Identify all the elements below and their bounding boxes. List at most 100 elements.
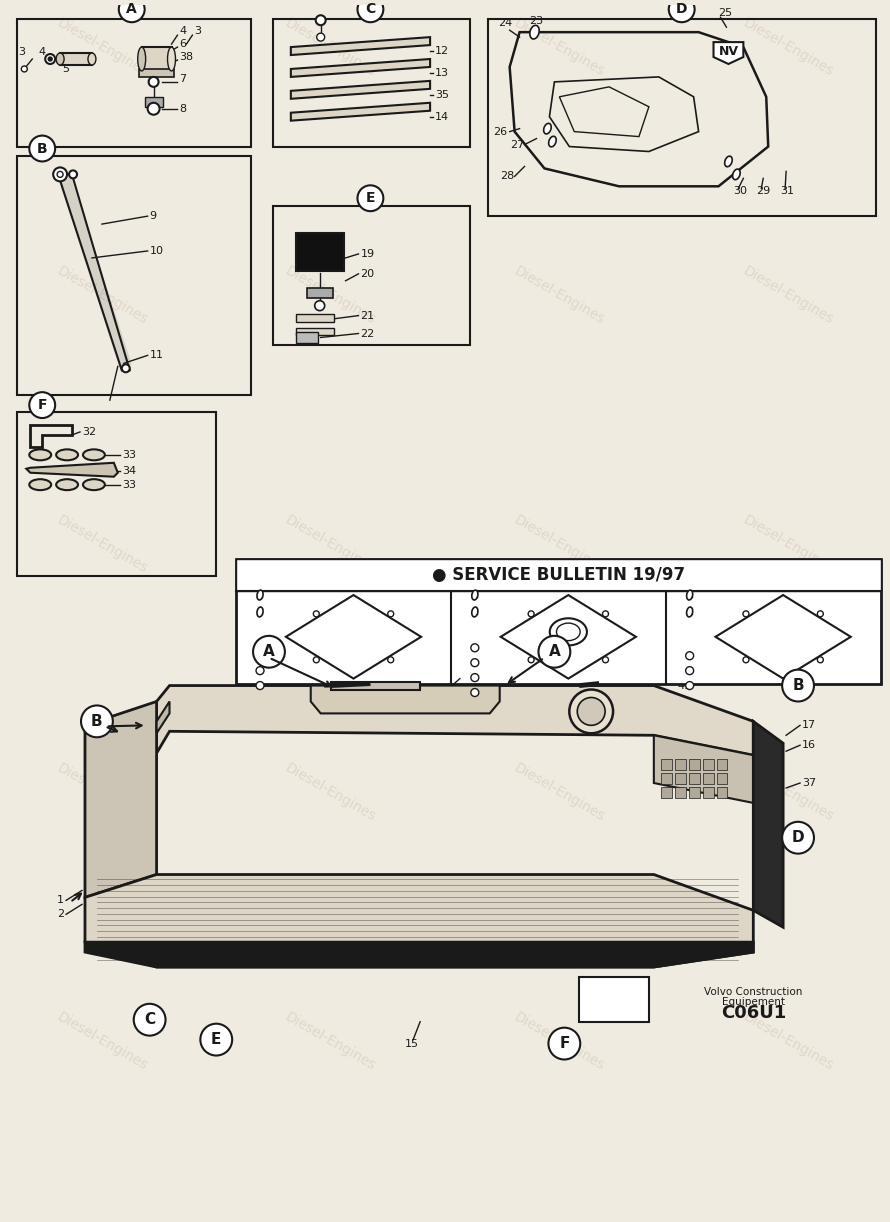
Bar <box>716 787 727 798</box>
Circle shape <box>685 667 693 675</box>
Bar <box>295 233 344 271</box>
Bar <box>716 759 727 770</box>
Ellipse shape <box>472 607 478 617</box>
Circle shape <box>53 167 67 181</box>
Bar <box>61 53 92 65</box>
Circle shape <box>69 170 77 178</box>
Ellipse shape <box>56 53 64 65</box>
Circle shape <box>528 611 534 617</box>
Text: 40: 40 <box>463 672 477 683</box>
Text: D: D <box>792 830 805 846</box>
Circle shape <box>315 301 325 310</box>
Bar <box>330 682 420 689</box>
Text: B: B <box>36 142 47 155</box>
Circle shape <box>253 635 285 667</box>
Bar <box>689 774 700 785</box>
Text: 39: 39 <box>463 591 477 602</box>
Text: 27: 27 <box>510 139 524 149</box>
Bar <box>142 48 172 71</box>
Circle shape <box>313 611 320 617</box>
Bar <box>689 787 700 798</box>
Circle shape <box>256 651 264 660</box>
Ellipse shape <box>686 607 692 617</box>
Text: 33: 33 <box>122 480 136 490</box>
Text: 35: 35 <box>435 89 449 100</box>
Text: 42: 42 <box>463 609 477 620</box>
Text: 23: 23 <box>530 16 544 26</box>
Circle shape <box>782 670 814 701</box>
Text: Diesel-Engines: Diesel-Engines <box>740 513 836 576</box>
Polygon shape <box>654 736 753 803</box>
Bar <box>18 156 251 395</box>
Bar <box>702 787 714 798</box>
Polygon shape <box>85 875 753 967</box>
Circle shape <box>548 1028 580 1059</box>
Text: Diesel-Engines: Diesel-Engines <box>512 761 607 825</box>
Circle shape <box>388 611 393 617</box>
Circle shape <box>21 66 28 72</box>
Polygon shape <box>286 595 421 678</box>
Circle shape <box>29 392 55 418</box>
Ellipse shape <box>167 48 175 71</box>
Text: 15: 15 <box>405 1039 419 1048</box>
Bar <box>660 759 672 770</box>
Text: Diesel-Engines: Diesel-Engines <box>283 1011 378 1073</box>
Circle shape <box>668 0 694 22</box>
Bar <box>236 560 880 683</box>
Text: 37: 37 <box>802 778 816 788</box>
Text: A: A <box>263 644 275 659</box>
Polygon shape <box>291 81 430 99</box>
Bar <box>273 20 470 147</box>
Text: 38: 38 <box>180 53 194 62</box>
Text: 40: 40 <box>248 651 263 661</box>
Text: Diesel-Engines: Diesel-Engines <box>512 264 607 327</box>
Circle shape <box>388 656 393 662</box>
Circle shape <box>148 103 159 115</box>
Circle shape <box>471 688 479 697</box>
Text: 7: 7 <box>180 73 187 84</box>
Text: 24: 24 <box>498 18 512 28</box>
Text: 3: 3 <box>19 48 25 57</box>
Text: 16: 16 <box>802 741 816 750</box>
Text: 10: 10 <box>150 246 164 255</box>
Text: 1: 1 <box>57 896 64 906</box>
Bar <box>702 759 714 770</box>
Ellipse shape <box>138 48 146 71</box>
Circle shape <box>743 656 748 662</box>
Text: Diesel-Engines: Diesel-Engines <box>54 761 150 825</box>
Circle shape <box>471 673 479 682</box>
Circle shape <box>817 611 823 617</box>
Text: A: A <box>126 2 137 16</box>
Bar <box>307 287 333 298</box>
Circle shape <box>685 682 693 689</box>
Text: 5: 5 <box>62 64 69 75</box>
Circle shape <box>782 822 814 854</box>
Text: 26: 26 <box>493 127 507 137</box>
Text: 13: 13 <box>435 68 449 78</box>
Bar <box>716 774 727 785</box>
Ellipse shape <box>29 479 51 490</box>
Text: 9: 9 <box>150 211 157 221</box>
Text: Diesel-Engines: Diesel-Engines <box>740 16 836 78</box>
Circle shape <box>603 656 609 662</box>
Ellipse shape <box>88 53 96 65</box>
Text: 31: 31 <box>781 186 794 197</box>
Circle shape <box>81 705 113 737</box>
Bar <box>295 327 334 336</box>
Text: 40: 40 <box>248 666 263 676</box>
Polygon shape <box>291 37 430 55</box>
Text: 3: 3 <box>194 26 201 37</box>
Bar <box>675 774 685 785</box>
Ellipse shape <box>56 450 78 461</box>
Text: 12: 12 <box>435 46 449 56</box>
Text: 20: 20 <box>360 269 375 279</box>
Bar <box>145 97 163 106</box>
Text: 19: 19 <box>360 249 375 259</box>
Circle shape <box>471 659 479 667</box>
Circle shape <box>48 57 53 61</box>
Text: 33: 33 <box>122 450 136 459</box>
Polygon shape <box>291 59 430 77</box>
Text: Diesel-Engines: Diesel-Engines <box>283 761 378 825</box>
Polygon shape <box>714 42 743 64</box>
Bar <box>236 560 880 591</box>
